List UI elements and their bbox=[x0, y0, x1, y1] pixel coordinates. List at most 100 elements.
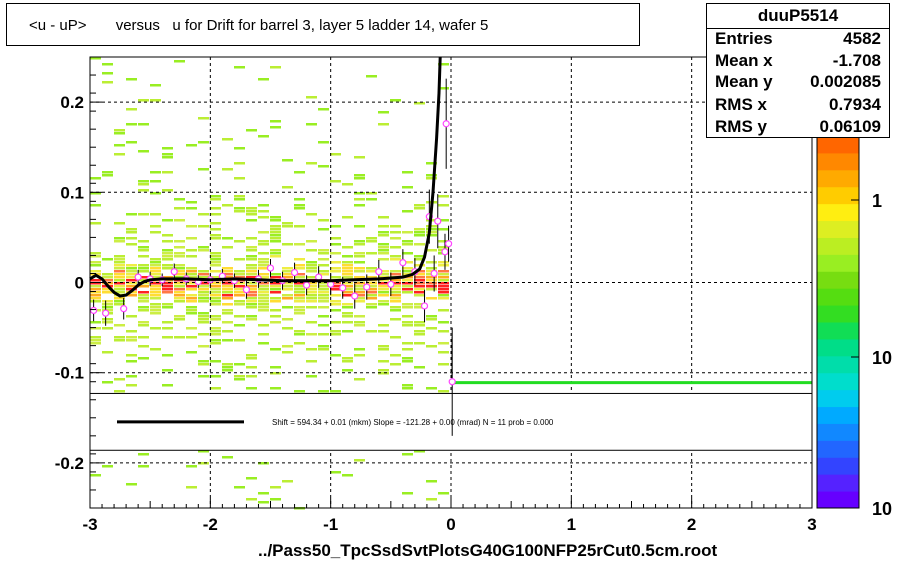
heatmap-cell bbox=[210, 294, 221, 297]
heatmap-cell bbox=[234, 303, 245, 306]
heatmap-cell bbox=[174, 336, 185, 339]
colorbar-segment bbox=[817, 440, 859, 458]
heatmap-cell bbox=[318, 228, 329, 231]
heatmap-cell bbox=[378, 294, 389, 297]
heatmap-cell bbox=[150, 291, 161, 294]
heatmap-cell bbox=[282, 297, 293, 300]
heatmap-cell bbox=[138, 279, 149, 282]
heatmap-cell bbox=[306, 285, 317, 288]
profile-point bbox=[399, 259, 407, 267]
heatmap-cell bbox=[210, 288, 221, 291]
heatmap-cell bbox=[222, 297, 233, 300]
heatmap-cell bbox=[378, 360, 389, 363]
heatmap-cell bbox=[138, 345, 149, 348]
heatmap-cell bbox=[258, 294, 269, 297]
heatmap-cell bbox=[126, 267, 137, 270]
heatmap-cell bbox=[162, 234, 173, 237]
heatmap-cell bbox=[186, 201, 197, 204]
heatmap-cell bbox=[366, 237, 377, 240]
heatmap-cell bbox=[258, 324, 269, 327]
heatmap-cell bbox=[114, 258, 125, 261]
heatmap-cell bbox=[354, 276, 365, 279]
heatmap-cell bbox=[186, 267, 197, 270]
heatmap-cell bbox=[114, 288, 125, 291]
heatmap-cell bbox=[414, 102, 425, 105]
heatmap-cell bbox=[114, 264, 125, 267]
heatmap-cell bbox=[438, 492, 449, 495]
y-tick-label: -0.1 bbox=[55, 364, 84, 383]
heatmap-cell bbox=[90, 291, 101, 294]
heatmap-cell bbox=[318, 270, 329, 273]
heatmap-cell bbox=[294, 333, 305, 336]
heatmap-cell bbox=[294, 312, 305, 315]
stats-box: duuP5514 Entries 4582 Mean x -1.708 Mean… bbox=[706, 3, 890, 138]
heatmap-cell bbox=[198, 450, 209, 453]
heatmap-cell bbox=[306, 276, 317, 279]
y-tick-label: -0.2 bbox=[55, 454, 84, 473]
heatmap-cell bbox=[150, 282, 161, 285]
heatmap-cell bbox=[210, 207, 221, 210]
heatmap-cell bbox=[114, 378, 125, 381]
heatmap-cell bbox=[162, 327, 173, 330]
heatmap-cell bbox=[222, 363, 233, 366]
heatmap-cell bbox=[210, 198, 221, 201]
heatmap-cell bbox=[402, 210, 413, 213]
heatmap-cell bbox=[234, 195, 245, 198]
heatmap-cell bbox=[390, 282, 401, 285]
heatmap-cell bbox=[126, 228, 137, 231]
heatmap-cell bbox=[114, 261, 125, 264]
heatmap-cell bbox=[198, 213, 209, 216]
heatmap-cell bbox=[354, 267, 365, 270]
heatmap-cell bbox=[150, 264, 161, 267]
stats-value: -1.708 bbox=[832, 51, 881, 70]
heatmap-cell bbox=[174, 252, 185, 255]
colorbar-segment bbox=[817, 406, 859, 424]
heatmap-cell bbox=[354, 156, 365, 159]
heatmap-cell bbox=[426, 285, 437, 288]
heatmap-cell bbox=[318, 324, 329, 327]
heatmap-cell bbox=[330, 180, 341, 183]
profile-point bbox=[315, 273, 323, 281]
heatmap-cell bbox=[414, 234, 425, 237]
heatmap-cell bbox=[210, 276, 221, 279]
profile-point bbox=[375, 268, 383, 276]
heatmap-cell bbox=[246, 303, 257, 306]
stats-label: RMS x bbox=[715, 95, 767, 114]
heatmap-cell bbox=[318, 273, 329, 276]
heatmap-cell bbox=[426, 288, 437, 291]
heatmap-cell bbox=[150, 285, 161, 288]
heatmap-cell bbox=[270, 498, 281, 501]
heatmap-cell bbox=[222, 288, 233, 291]
heatmap-cell bbox=[390, 297, 401, 300]
heatmap-cell bbox=[258, 285, 269, 288]
x-tick-label: 3 bbox=[807, 515, 816, 534]
heatmap-cell bbox=[402, 324, 413, 327]
heatmap-cell bbox=[438, 204, 449, 207]
heatmap-cell bbox=[138, 294, 149, 297]
heatmap-cell bbox=[150, 171, 161, 174]
heatmap-cell bbox=[342, 216, 353, 219]
heatmap-cell bbox=[366, 306, 377, 309]
heatmap-cell bbox=[270, 486, 281, 489]
heatmap-cell bbox=[102, 174, 113, 177]
heatmap-cell bbox=[294, 291, 305, 294]
heatmap-cell bbox=[198, 297, 209, 300]
heatmap-cell bbox=[378, 270, 389, 273]
heatmap-cell bbox=[366, 267, 377, 270]
heatmap-cell bbox=[126, 141, 137, 144]
heatmap-cell bbox=[282, 306, 293, 309]
heatmap-cell bbox=[294, 198, 305, 201]
heatmap-cell bbox=[318, 348, 329, 351]
heatmap-cell bbox=[378, 216, 389, 219]
colorbar-segment bbox=[817, 305, 859, 323]
heatmap-cell bbox=[90, 300, 101, 303]
heatmap-cell bbox=[378, 324, 389, 327]
heatmap-cell bbox=[222, 369, 233, 372]
stats-row-mean-x: Mean x -1.708 bbox=[715, 51, 881, 73]
y-tick-label: 0.2 bbox=[60, 93, 84, 112]
side-line bbox=[451, 336, 812, 385]
heatmap-cell bbox=[102, 351, 113, 354]
heatmap-cell bbox=[114, 339, 125, 342]
heatmap-cell bbox=[198, 246, 209, 249]
heatmap-cell bbox=[414, 330, 425, 333]
